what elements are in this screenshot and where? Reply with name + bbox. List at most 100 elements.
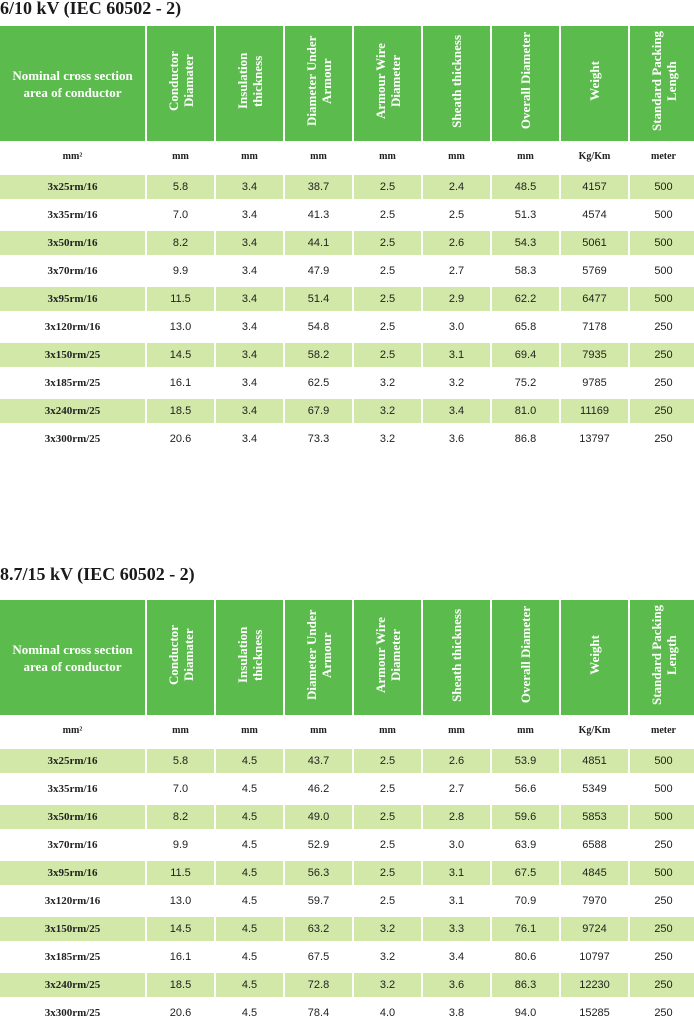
- value-cell: 5769: [561, 259, 628, 283]
- value-cell: 3.4: [216, 231, 283, 255]
- header-armour-wire-diameter: Armour Wire Diameter: [354, 600, 421, 715]
- value-cell: 7178: [561, 315, 628, 339]
- value-cell: 13.0: [147, 315, 214, 339]
- value-cell: 8.2: [147, 231, 214, 255]
- value-cell: 2.6: [423, 749, 490, 773]
- units-row: mm² mm mm mm mm mm mm Kg/Km meter: [0, 141, 694, 171]
- value-cell: 2.5: [354, 287, 421, 311]
- value-cell: 52.9: [285, 833, 352, 857]
- value-cell: 2.5: [354, 861, 421, 885]
- value-cell: 3.1: [423, 861, 490, 885]
- value-cell: 4.5: [216, 917, 283, 941]
- value-cell: 51.3: [492, 203, 559, 227]
- table-row: 3x35rm/16 7.0 3.4 41.3 2.5 2.5 51.3 4574 500: [0, 203, 694, 227]
- value-cell: 3.4: [216, 203, 283, 227]
- value-cell: 11169: [561, 399, 628, 423]
- value-cell: 4.5: [216, 749, 283, 773]
- value-cell: 3.0: [423, 315, 490, 339]
- value-cell: 2.5: [354, 749, 421, 773]
- value-cell: 4.5: [216, 889, 283, 913]
- cable-size-cell: 3x25rm/16: [0, 749, 145, 773]
- value-cell: 500: [630, 805, 694, 829]
- value-cell: 73.3: [285, 427, 352, 451]
- value-cell: 3.4: [216, 343, 283, 367]
- unit-cell: mm: [241, 150, 258, 162]
- value-cell: 3.4: [423, 399, 490, 423]
- value-cell: 62.5: [285, 371, 352, 395]
- section-6-10kv: 6/10 kV (IEC 60502 - 2) Nominal cross se…: [0, 0, 694, 451]
- unit-cell: mm: [172, 150, 189, 162]
- cable-size-cell: 3x70rm/16: [0, 833, 145, 857]
- unit-cell: meter: [651, 724, 676, 736]
- value-cell: 14.5: [147, 917, 214, 941]
- value-cell: 2.5: [354, 315, 421, 339]
- table-row: 3x35rm/16 7.0 4.5 46.2 2.5 2.7 56.6 5349 500: [0, 777, 694, 801]
- value-cell: 59.7: [285, 889, 352, 913]
- value-cell: 3.4: [216, 427, 283, 451]
- unit-cell: mm: [310, 150, 327, 162]
- unit-cell: mm: [310, 724, 327, 736]
- units-row: mm² mm mm mm mm mm mm Kg/Km meter: [0, 715, 694, 745]
- value-cell: 2.5: [354, 833, 421, 857]
- spec-table: Nominal cross section area of conductor …: [0, 600, 694, 1025]
- value-cell: 41.3: [285, 203, 352, 227]
- value-cell: 16.1: [147, 945, 214, 969]
- value-cell: 11.5: [147, 287, 214, 311]
- value-cell: 4.5: [216, 1001, 283, 1025]
- cable-size-cell: 3x70rm/16: [0, 259, 145, 283]
- table-body: mm² mm mm mm mm mm mm Kg/Km meter 3x25rm…: [0, 141, 694, 451]
- value-cell: 7935: [561, 343, 628, 367]
- value-cell: 67.5: [285, 945, 352, 969]
- unit-cell: mm²: [62, 150, 83, 162]
- value-cell: 4.5: [216, 833, 283, 857]
- cable-size-cell: 3x25rm/16: [0, 175, 145, 199]
- value-cell: 2.5: [354, 259, 421, 283]
- value-cell: 7970: [561, 889, 628, 913]
- cable-size-cell: 3x120rm/16: [0, 315, 145, 339]
- header-diameter-under-armour: Diameter Under Armour: [285, 26, 352, 141]
- value-cell: 67.5: [492, 861, 559, 885]
- value-cell: 3.4: [423, 945, 490, 969]
- value-cell: 86.8: [492, 427, 559, 451]
- value-cell: 54.3: [492, 231, 559, 255]
- value-cell: 250: [630, 1001, 694, 1025]
- value-cell: 20.6: [147, 427, 214, 451]
- cable-size-cell: 3x185rm/25: [0, 945, 145, 969]
- value-cell: 2.5: [354, 889, 421, 913]
- table-row: 3x240rm/25 18.5 3.4 67.9 3.2 3.4 81.0 11169 250: [0, 399, 694, 423]
- value-cell: 59.6: [492, 805, 559, 829]
- value-cell: 5853: [561, 805, 628, 829]
- value-cell: 13.0: [147, 889, 214, 913]
- value-cell: 72.8: [285, 973, 352, 997]
- cable-size-cell: 3x300rm/25: [0, 427, 145, 451]
- value-cell: 2.5: [354, 203, 421, 227]
- value-cell: 6588: [561, 833, 628, 857]
- unit-cell: mm: [379, 150, 396, 162]
- value-cell: 76.1: [492, 917, 559, 941]
- value-cell: 250: [630, 889, 694, 913]
- unit-cell: Kg/Km: [578, 150, 611, 162]
- value-cell: 2.9: [423, 287, 490, 311]
- cable-size-cell: 3x300rm/25: [0, 1001, 145, 1025]
- value-cell: 65.8: [492, 315, 559, 339]
- value-cell: 78.4: [285, 1001, 352, 1025]
- value-cell: 3.4: [216, 371, 283, 395]
- table-row: 3x120rm/16 13.0 3.4 54.8 2.5 3.0 65.8 7178 250: [0, 315, 694, 339]
- value-cell: 500: [630, 231, 694, 255]
- value-cell: 3.4: [216, 287, 283, 311]
- value-cell: 38.7: [285, 175, 352, 199]
- value-cell: 2.5: [354, 777, 421, 801]
- value-cell: 13797: [561, 427, 628, 451]
- value-cell: 58.3: [492, 259, 559, 283]
- header-overall-diameter: Overall Diameter: [492, 26, 559, 141]
- section-8-7-15kv: 8.7/15 kV (IEC 60502 - 2) Nominal cross …: [0, 564, 694, 1025]
- value-cell: 250: [630, 973, 694, 997]
- value-cell: 67.9: [285, 399, 352, 423]
- value-cell: 250: [630, 399, 694, 423]
- value-cell: 18.5: [147, 399, 214, 423]
- value-cell: 70.9: [492, 889, 559, 913]
- cable-size-cell: 3x95rm/16: [0, 287, 145, 311]
- cable-size-cell: 3x185rm/25: [0, 371, 145, 395]
- header-standard-packing-length: Standard Packing Length: [630, 600, 694, 715]
- value-cell: 500: [630, 749, 694, 773]
